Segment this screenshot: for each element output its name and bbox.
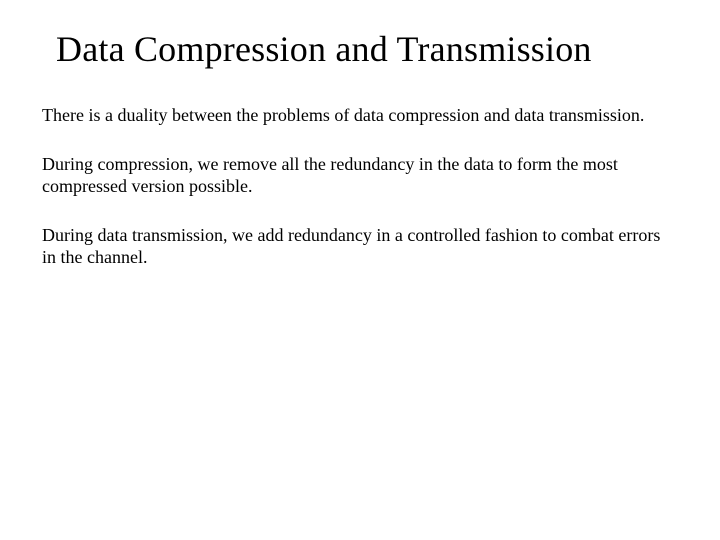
slide-body: There is a duality between the problems … [42,104,678,269]
slide-title: Data Compression and Transmission [56,28,678,70]
slide: Data Compression and Transmission There … [0,0,720,540]
paragraph: During data transmission, we add redunda… [42,224,678,269]
paragraph: There is a duality between the problems … [42,104,678,127]
paragraph: During compression, we remove all the re… [42,153,678,198]
